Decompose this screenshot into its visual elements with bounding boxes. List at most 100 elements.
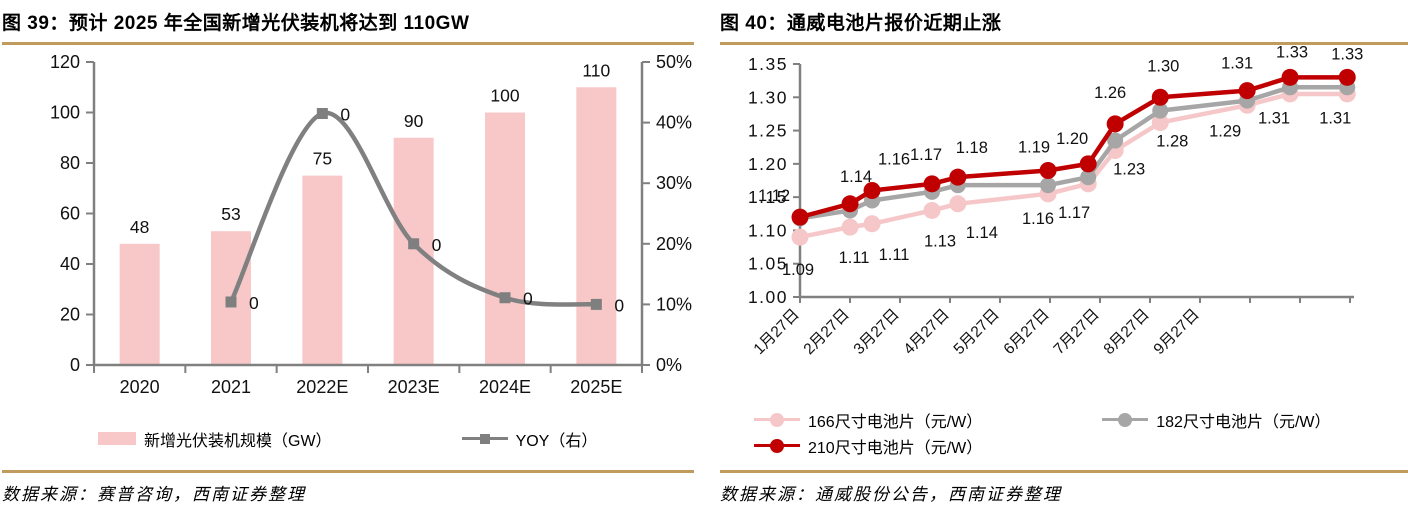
- data-point-marker: [1079, 155, 1097, 173]
- legend-line-square-swatch-icon: [461, 432, 508, 446]
- multi-line-chart: 1.00 1.05 1.10 1.15 1.20 1.25 1.30 1.35 1月27日2月2…: [748, 45, 1363, 358]
- data-point-marker: [841, 218, 859, 236]
- y-axis-label: 1.10: [748, 220, 788, 240]
- legend-row: 166尺寸电池片（元/W） 182尺寸电池片（元/W）: [754, 408, 1331, 432]
- bar-value-label: 48: [130, 217, 149, 237]
- data-point-marker: [1107, 132, 1124, 149]
- category-label: 2021: [211, 377, 251, 397]
- figure-40-source-rule: [720, 470, 1408, 473]
- yoy-marker: [408, 238, 420, 250]
- figure-40: 图 40：通威电池片报价近期止涨 1.00 1.05 1.10 1.15 1.20 1.2…: [720, 0, 1408, 505]
- yoy-marker: [225, 296, 237, 308]
- data-point-label: 1.33: [1331, 45, 1363, 63]
- left-axis-label: 80: [60, 153, 80, 173]
- data-point-label: 1.09: [782, 261, 814, 279]
- category-label: 2025E: [570, 377, 622, 397]
- x-axis-label: 7月27日: [1051, 306, 1103, 358]
- bar-2022E: [302, 175, 343, 365]
- legend-label: 新增光伏装机规模（GW）: [144, 432, 332, 450]
- x-axis-label: 3月27日: [851, 306, 903, 358]
- category-label: 2024E: [479, 377, 531, 397]
- legend-label: 166尺寸电池片（元/W）: [808, 413, 983, 431]
- figure-39-source-rule: [2, 470, 694, 473]
- legend-item: 166尺寸电池片（元/W）: [754, 408, 982, 432]
- legend-label: 182尺寸电池片（元/W）: [1156, 413, 1331, 431]
- x-axis-label: 4月27日: [901, 306, 953, 358]
- data-point-label: 1.14: [840, 168, 872, 186]
- data-point-label: 1.31: [1319, 109, 1351, 127]
- legend-label: YOY（右）: [515, 432, 598, 450]
- legend-row: 210尺寸电池片（元/W）: [754, 434, 982, 458]
- left-axis-label: 60: [60, 204, 80, 224]
- legend-item: 新增光伏装机规模（GW）: [98, 427, 332, 451]
- data-point-marker: [1281, 68, 1299, 86]
- data-point-marker: [791, 208, 809, 226]
- yoy-value-label: 0: [614, 295, 624, 315]
- figure-40-title: 图 40：通威电池片报价近期止涨: [720, 12, 1002, 34]
- data-point-label: 1.16: [1022, 210, 1054, 228]
- category-label: 2022E: [296, 377, 348, 397]
- right-axis-label: 30%: [656, 173, 692, 193]
- legend-item: 182尺寸电池片（元/W）: [1102, 408, 1331, 432]
- yoy-value-label: 0: [432, 235, 442, 255]
- figure-39-title: 图 39：预计 2025 年全国新增光伏装机将达到 110GW: [2, 12, 470, 34]
- legend-label: 210尺寸电池片（元/W）: [808, 439, 983, 457]
- legend-line-circle-swatch-icon: [754, 412, 800, 427]
- bar-2023E: [393, 137, 434, 365]
- right-axis-label: 40%: [656, 113, 692, 133]
- y-axis-label: 1.20: [748, 154, 788, 174]
- left-axis-label: 120: [50, 52, 80, 72]
- data-point-label: 1.16: [878, 150, 910, 168]
- data-point-label: 1.28: [1156, 133, 1188, 151]
- x-axis-label: 1月27日: [751, 306, 803, 358]
- data-point-marker: [1152, 102, 1169, 119]
- yoy-line: [228, 110, 597, 307]
- left-axis-label: 100: [50, 103, 80, 123]
- legend-line-circle-swatch-icon: [1102, 412, 1149, 427]
- right-axis-label: 20%: [656, 234, 692, 254]
- bar-2025E: [576, 87, 617, 365]
- right-axis-label: 10%: [656, 294, 692, 314]
- data-point-label: 1.18: [956, 139, 988, 157]
- bar-2020: [119, 243, 160, 365]
- y-axis-label: 1.35: [748, 54, 788, 74]
- x-axis-label: 5月27日: [951, 306, 1003, 358]
- yoy-value-label: 0: [523, 289, 533, 309]
- data-point-label: 1.20: [1056, 130, 1088, 148]
- yoy-value-label: 0: [340, 105, 350, 125]
- figure-40-title-rule: [720, 42, 1408, 45]
- legend-item: 210尺寸电池片（元/W）: [754, 434, 982, 458]
- data-point-label: 1.12: [758, 187, 790, 205]
- yoy-marker: [590, 298, 602, 310]
- y-axis-label: 1.00: [748, 287, 788, 307]
- data-point-marker: [841, 195, 859, 213]
- figure-39-title-rule: [2, 42, 694, 45]
- category-label: 2020: [120, 377, 160, 397]
- data-point-marker: [1151, 88, 1169, 106]
- bar-value-label: 90: [404, 111, 424, 131]
- data-point-marker: [1039, 162, 1057, 180]
- category-label: 2023E: [388, 377, 440, 397]
- data-point-marker: [949, 195, 967, 213]
- data-point-marker: [863, 181, 881, 199]
- data-point-label: 1.19: [1018, 139, 1050, 157]
- data-point-label: 1.33: [1276, 45, 1308, 61]
- x-axis-label: 6月27日: [1001, 306, 1053, 358]
- left-axis-label: 0: [70, 355, 80, 375]
- data-point-label: 1.26: [1094, 84, 1126, 102]
- data-point-marker: [1338, 68, 1356, 86]
- y-axis-label: 1.05: [748, 254, 788, 274]
- data-point-label: 1.14: [966, 224, 998, 242]
- yoy-value-label: 0: [249, 293, 259, 313]
- data-point-label: 1.17: [1058, 204, 1090, 222]
- data-point-marker: [1151, 114, 1169, 132]
- figure-39: 图 39：预计 2025 年全国新增光伏装机将达到 110GW 48 53 75 90…: [2, 0, 694, 505]
- data-point-marker: [1106, 115, 1124, 133]
- figure-40-source: 数据来源：通威股份公告，西南证券整理: [720, 485, 1062, 504]
- bar-value-label: 53: [221, 204, 240, 224]
- yoy-marker: [499, 292, 511, 304]
- data-point-marker: [863, 215, 881, 233]
- y-axis-label: 1.15: [748, 187, 788, 207]
- data-point-label: 1.17: [910, 146, 942, 164]
- x-axis-label: 8月27日: [1101, 306, 1153, 358]
